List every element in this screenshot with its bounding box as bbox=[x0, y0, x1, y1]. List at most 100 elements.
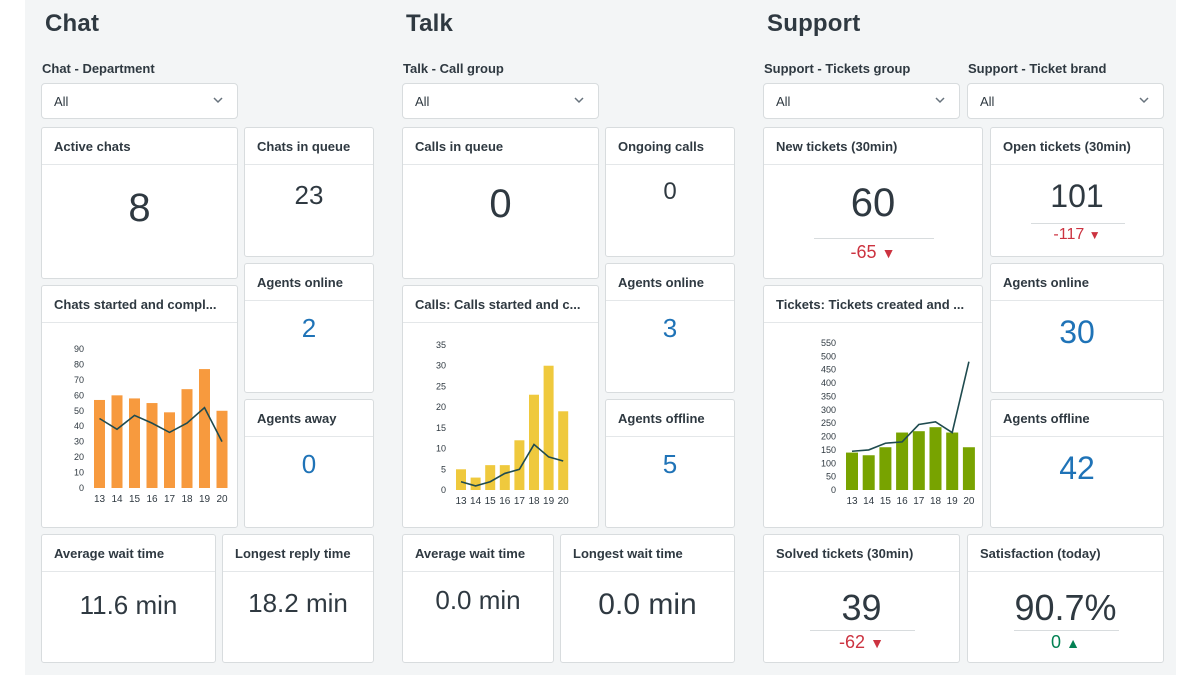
card-title: Agents online bbox=[245, 264, 373, 301]
select-value: All bbox=[54, 93, 69, 109]
open-tickets-card[interactable]: Open tickets (30min) 101 -117 ▼ bbox=[990, 127, 1164, 257]
arrow-up-icon: ▲ bbox=[1066, 635, 1080, 651]
bar bbox=[129, 398, 140, 488]
x-tick-label: 16 bbox=[146, 494, 158, 505]
x-tick-label: 14 bbox=[470, 496, 482, 507]
metric-value: 42 bbox=[1059, 450, 1095, 486]
bar bbox=[846, 452, 858, 490]
card-title: Ongoing calls bbox=[606, 128, 734, 165]
x-tick-label: 18 bbox=[930, 496, 942, 507]
support-tickets-group-select[interactable]: All bbox=[763, 83, 960, 119]
x-tick-label: 19 bbox=[947, 496, 959, 507]
y-tick-label: 90 bbox=[74, 344, 84, 354]
metric-value: 30 bbox=[1059, 314, 1095, 350]
y-tick-label: 20 bbox=[436, 402, 446, 412]
bar bbox=[896, 432, 909, 490]
chat-longest-reply-card[interactable]: Longest reply time 18.2 min bbox=[222, 534, 374, 663]
talk-longest-wait-card[interactable]: Longest wait time 0.0 min bbox=[560, 534, 735, 663]
series-line bbox=[99, 406, 223, 443]
satisfaction-card[interactable]: Satisfaction (today) 90.7% 0 ▲ bbox=[967, 534, 1164, 663]
metric-value: 23 bbox=[294, 180, 324, 210]
metric-value: 0 bbox=[301, 449, 317, 479]
card-title: Longest reply time bbox=[223, 535, 373, 572]
calls-in-queue-card[interactable]: Calls in queue 0 bbox=[402, 127, 599, 279]
bar bbox=[94, 399, 105, 488]
select-value: All bbox=[415, 93, 430, 109]
card-title: Open tickets (30min) bbox=[991, 128, 1163, 165]
solved-tickets-card[interactable]: Solved tickets (30min) 39 -62 ▼ bbox=[763, 534, 960, 663]
y-tick-label: 30 bbox=[436, 361, 446, 371]
support-agents-offline-card[interactable]: Agents offline 42 bbox=[990, 399, 1164, 528]
y-tick-label: 25 bbox=[436, 381, 446, 391]
x-tick-label: 15 bbox=[485, 496, 497, 507]
delta-value: 0 bbox=[1051, 632, 1062, 652]
chat-average-wait-card[interactable]: Average wait time 11.6 min bbox=[41, 534, 216, 663]
x-tick-label: 14 bbox=[111, 494, 123, 505]
y-tick-label: 300 bbox=[821, 405, 836, 415]
bar bbox=[111, 395, 123, 488]
chat-agents-away-card[interactable]: Agents away 0 bbox=[244, 399, 374, 528]
metric-value: 0.0 min bbox=[598, 588, 697, 621]
ongoing-calls-card[interactable]: Ongoing calls 0 bbox=[605, 127, 735, 257]
chat-chart-card[interactable]: Chats started and compl... 0 10 20 30 40 50 60… bbox=[41, 285, 238, 528]
bar bbox=[485, 465, 496, 490]
chat-department-select[interactable]: All bbox=[41, 83, 238, 119]
bar bbox=[912, 431, 925, 490]
active-chats-card[interactable]: Active chats 8 bbox=[41, 127, 238, 279]
bar bbox=[543, 365, 554, 490]
y-tick-label: 5 bbox=[441, 464, 446, 474]
y-tick-label: 150 bbox=[821, 445, 836, 455]
chevron-down-icon bbox=[213, 97, 223, 104]
section-title-support: Support bbox=[767, 10, 861, 37]
metric-value: 101 bbox=[1050, 178, 1104, 214]
talk-chart-card[interactable]: Calls: Calls started and c... 0 5 10 15 20 25… bbox=[402, 285, 599, 528]
y-tick-label: 0 bbox=[441, 485, 446, 495]
chat-agents-online-card[interactable]: Agents online 2 bbox=[244, 263, 374, 393]
y-tick-label: 0 bbox=[79, 483, 84, 493]
x-tick-label: 13 bbox=[455, 496, 467, 507]
support-agents-online-card[interactable]: Agents online 30 bbox=[990, 263, 1164, 393]
support-chart-card[interactable]: Tickets: Tickets created and ... 0 50 100 1… bbox=[763, 285, 983, 528]
talk-call-group-select[interactable]: All bbox=[402, 83, 599, 119]
x-tick-label: 20 bbox=[963, 496, 975, 507]
arrow-down-icon: ▼ bbox=[1088, 228, 1101, 242]
x-tick-label: 15 bbox=[880, 496, 892, 507]
bar bbox=[879, 447, 892, 490]
card-title: Average wait time bbox=[403, 535, 553, 572]
divider bbox=[1031, 223, 1125, 224]
metric-value: 0.0 min bbox=[435, 585, 521, 615]
metric-value: 0 bbox=[663, 178, 677, 205]
metric-value: 11.6 min bbox=[79, 590, 178, 620]
talk-agents-offline-card[interactable]: Agents offline 5 bbox=[605, 399, 735, 528]
metric-delta: -62 ▼ bbox=[764, 632, 959, 653]
metric-value: 39 bbox=[841, 587, 882, 628]
x-tick-label: 20 bbox=[216, 494, 228, 505]
metric-delta: 0 ▲ bbox=[968, 632, 1163, 653]
card-title: Agents away bbox=[245, 400, 373, 437]
chats-in-queue-card[interactable]: Chats in queue 23 bbox=[244, 127, 374, 257]
filter-label-chat-department: Chat - Department bbox=[42, 61, 155, 76]
divider bbox=[814, 238, 934, 239]
card-title: Average wait time bbox=[42, 535, 215, 572]
y-tick-label: 10 bbox=[74, 468, 84, 478]
x-tick-label: 20 bbox=[558, 496, 570, 507]
bar bbox=[199, 369, 210, 488]
card-title: New tickets (30min) bbox=[764, 128, 982, 165]
support-ticket-brand-select[interactable]: All bbox=[967, 83, 1164, 119]
select-value: All bbox=[776, 93, 791, 109]
card-title: Active chats bbox=[42, 128, 237, 165]
x-tick-label: 18 bbox=[181, 494, 193, 505]
talk-agents-online-card[interactable]: Agents online 3 bbox=[605, 263, 735, 393]
y-tick-label: 80 bbox=[74, 359, 84, 369]
y-tick-label: 350 bbox=[821, 391, 836, 401]
filter-label-support-tickets-group: Support - Tickets group bbox=[764, 61, 911, 76]
card-title: Chats started and compl... bbox=[42, 286, 237, 323]
y-tick-label: 20 bbox=[74, 452, 84, 462]
bar bbox=[146, 403, 158, 488]
talk-average-wait-card[interactable]: Average wait time 0.0 min bbox=[402, 534, 554, 663]
tickets-created-solved-chart: 0 50 100 150 200 250 300 350 400 450 500 550 13 14 15 1… bbox=[821, 338, 975, 507]
y-tick-label: 30 bbox=[74, 437, 84, 447]
new-tickets-card[interactable]: New tickets (30min) 60 -65 ▼ bbox=[763, 127, 983, 279]
bar bbox=[946, 432, 959, 490]
